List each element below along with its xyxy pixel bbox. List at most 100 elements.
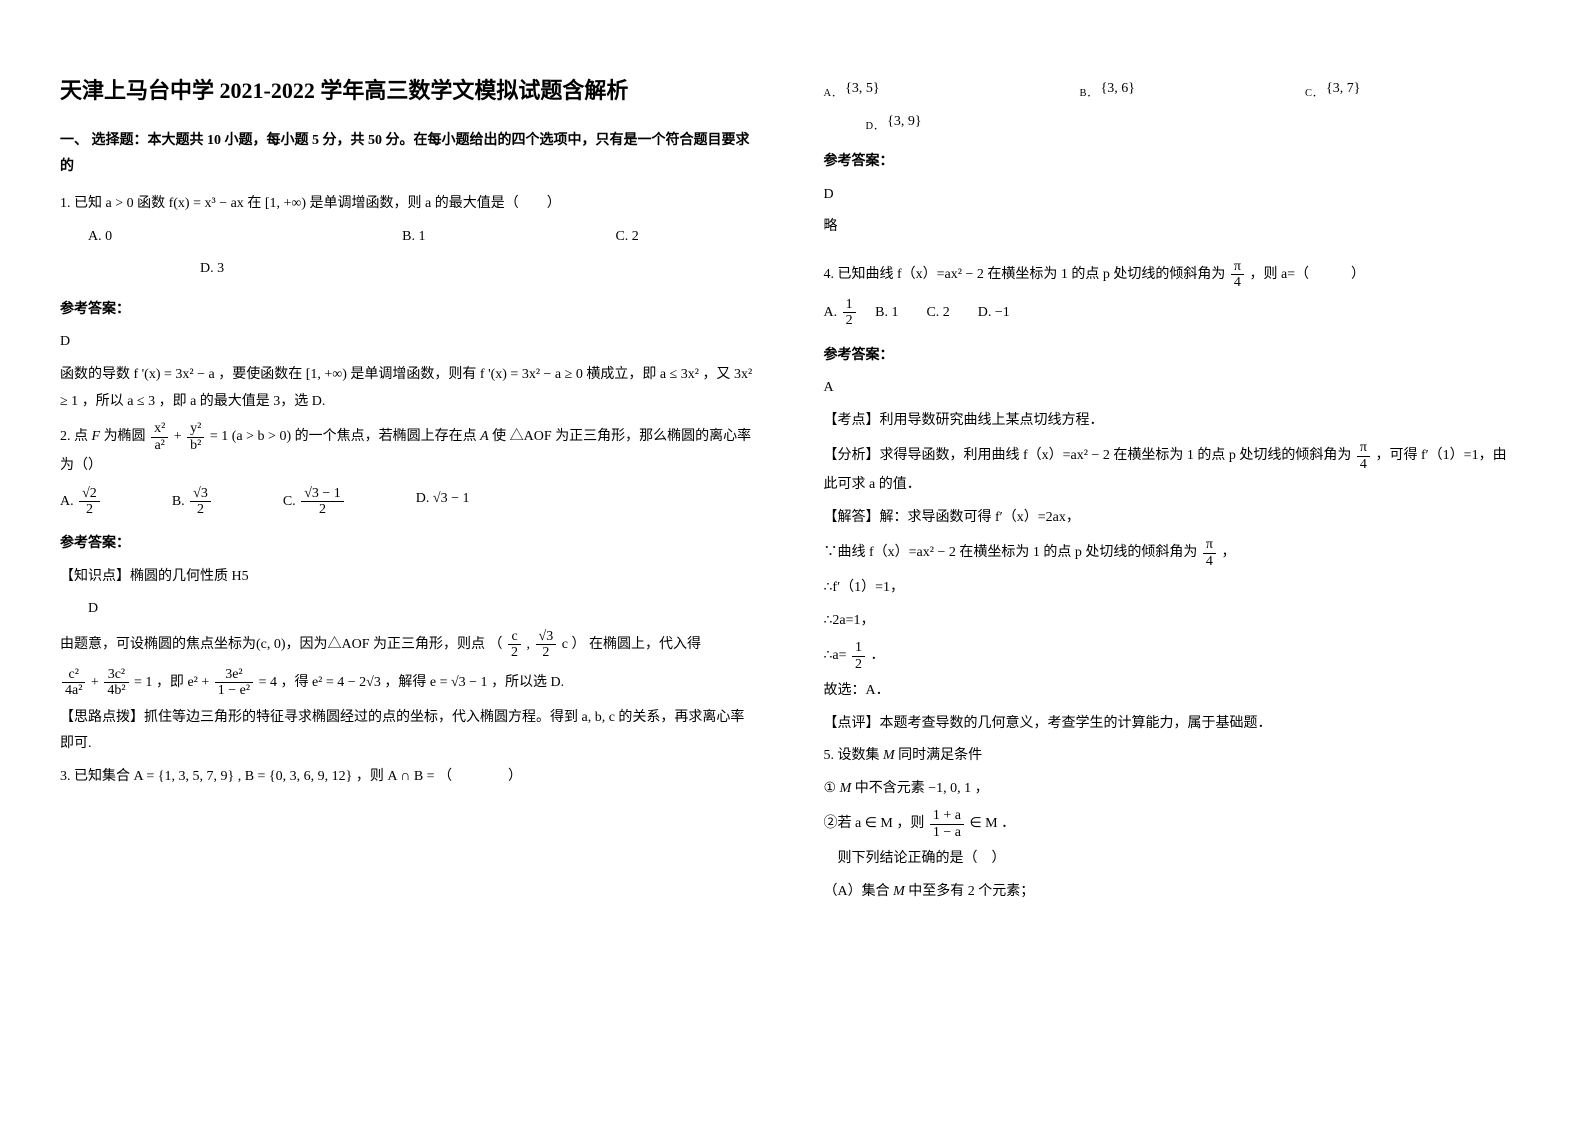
- q1-sol-d: 横成立，即: [586, 367, 660, 382]
- q2-plus1: +: [91, 675, 102, 690]
- q1-optB: B. 1: [402, 224, 425, 251]
- q1-text-b: 函数: [137, 196, 169, 211]
- q5-c1-set: −1, 0, 1: [928, 781, 971, 796]
- q2-optC: C. √3 − 1 2: [283, 486, 346, 518]
- q1-a-le-3x2: a ≤ 3x²: [660, 367, 699, 382]
- q4-options: A. 1 2 B. 1 C. 2 D. −1: [824, 297, 1518, 329]
- q2-optD: D. √3 − 1: [416, 486, 470, 518]
- q3-sol: 略: [824, 214, 1518, 241]
- q3-optB: B． {3, 6}: [1080, 76, 1135, 103]
- q5-text-a: 5. 设数集: [824, 748, 884, 763]
- q2-pt-open: （: [489, 637, 503, 652]
- q3-answer-label: 参考答案：: [824, 149, 1518, 176]
- left-column: 天津上马台中学 2021-2022 学年高三数学文模拟试题含解析 一、 选择题：…: [0, 0, 794, 1122]
- q5-question: 则下列结论正确的是（ ）: [824, 846, 1518, 873]
- q2-text-a: 2. 点: [60, 429, 92, 444]
- q5-c2-a: ②若: [824, 817, 856, 832]
- q3-AcapB: A ∩ B =: [387, 769, 438, 784]
- q4-sol-e-frac: 1 2: [852, 640, 865, 672]
- q2-optD-pre: D.: [416, 491, 433, 506]
- q4-stem: 4. 已知曲线 f（x）=ax² − 2 在横坐标为 1 的点 p 处切线的倾斜…: [824, 259, 1518, 291]
- q1-domain: [1, +∞): [265, 196, 306, 211]
- q4-pi4-cn: π: [1203, 537, 1216, 553]
- q4-analysis: 【分析】求得导函数，利用曲线 f（x）=ax² − 2 在横坐标为 1 的点 p…: [824, 440, 1518, 498]
- q4-sol-b: ，: [1221, 545, 1235, 560]
- q1-optD: D. 3: [200, 261, 224, 276]
- q4-sol-line1: ∵曲线 f（x）=ax² − 2 在横坐标为 1 的点 p 处切线的倾斜角为 π…: [824, 537, 1518, 569]
- q3-optA: A． {3, 5}: [824, 76, 880, 103]
- q3-optA-pre: A．: [824, 88, 842, 99]
- q2-optC-frac: √3 − 1 2: [301, 486, 344, 518]
- q4-optA-frac: 1 2: [843, 297, 856, 329]
- q2-optD-val: √3 − 1: [433, 491, 470, 506]
- q4-answer: A: [824, 375, 1518, 402]
- q1-options-row2: D. 3: [60, 256, 754, 283]
- q1-optA: A. 0: [88, 224, 112, 251]
- q4-sol-e-post: ．: [871, 648, 885, 663]
- q4-optA-pre: A.: [824, 305, 841, 320]
- q3-optA-val: {3, 5}: [845, 81, 879, 96]
- q2-kp: 【知识点】椭圆的几何性质 H5: [60, 564, 754, 591]
- q2-eq1-t1d: 4a²: [62, 683, 85, 698]
- q2-optB: B. √3 2: [172, 486, 213, 518]
- q5-M-2: M: [840, 781, 852, 796]
- q2-pt-close: ）: [571, 637, 585, 652]
- q2-tip: 【思路点拨】抓住等边三角形的特征寻求椭圆经过的点的坐标，代入椭圆方程。得到 a,…: [60, 705, 754, 758]
- q5-text-b: 同时满足条件: [898, 748, 982, 763]
- q4-sol-head: 【解答】解：求导函数可得 f′（x）=2ax，: [824, 505, 1518, 532]
- q2-pt-frac1: c 2: [508, 629, 521, 661]
- q2-optC-num: √3 − 1: [301, 486, 344, 502]
- q2-eq2-n: 3e²: [215, 667, 253, 683]
- q2-pt-sep: ,: [527, 637, 534, 652]
- q4-sol-e-n: 1: [852, 640, 865, 656]
- q1-sol-f: ，所以: [82, 394, 128, 409]
- q3-text-b: ，则: [356, 769, 388, 784]
- section1-heading: 一、 选择题：本大题共 10 小题，每小题 5 分，共 50 分。在每小题给出的…: [60, 128, 754, 181]
- q4-sol-c: ∴f′（1）=1，: [824, 575, 1518, 602]
- q3-optB-pre: B．: [1080, 88, 1098, 99]
- q1-fx: f(x) = x³ − ax: [169, 196, 244, 211]
- q1-optC: C. 2: [615, 224, 638, 251]
- q2-sol-c: ，即: [156, 675, 188, 690]
- q5-c2-n: 1 + a: [930, 808, 964, 824]
- q2-eq1-rhs: = 1: [134, 675, 152, 690]
- q4-pi4: π 4: [1231, 259, 1244, 291]
- q3-stem: 3. 已知集合 A = {1, 3, 5, 7, 9} , B = {0, 3,…: [60, 764, 754, 791]
- q2-tri: △AOF: [510, 429, 552, 444]
- q4-sol-e-pre: ∴a=: [824, 648, 851, 663]
- q4-review: 【点评】本题考查导数的几何意义，考查学生的计算能力，属于基础题．: [824, 711, 1518, 738]
- q3-optD-pre: D．: [866, 120, 884, 131]
- q4-pi4-c: π 4: [1203, 537, 1216, 569]
- q2-solution-line1: 由题意，可设椭圆的焦点坐标为(c, 0)，因为△AOF 为正三角形，则点 （ c…: [60, 629, 754, 661]
- q1-sol-e: ，又: [702, 367, 734, 382]
- q3-optC: C． {3, 7}: [1305, 76, 1360, 103]
- q5-optA: （A）集合 M 中至多有 2 个元素；: [824, 879, 1518, 906]
- q2-text-d: 使: [492, 429, 510, 444]
- q4-pi4-d: 4: [1231, 275, 1244, 290]
- q1-a-gt-0: a > 0: [106, 196, 134, 211]
- q2-eq1-t1n: c²: [62, 667, 85, 683]
- q2-eq1-t2n: 3c²: [104, 667, 128, 683]
- q5-cond2: ②若 a ∈ M ，则 1 + a 1 − a ∈ M ．: [824, 808, 1518, 840]
- q2-eq2-rhs: = 4: [259, 675, 277, 690]
- q2-solution-line2: c² 4a² + 3c² 4b² = 1 ，即 e² + 3e² 1 − e² …: [60, 667, 754, 699]
- q2-answer: D: [60, 596, 754, 623]
- q4-pi4-cd: 4: [1203, 554, 1216, 569]
- q5-c2-b: ，则: [896, 817, 928, 832]
- q1-stem: 1. 已知 a > 0 函数 f(x) = x³ − ax 在 [1, +∞) …: [60, 191, 754, 218]
- q2-pt-d2: 2: [536, 645, 557, 660]
- q2-sol-b: 在椭圆上，代入得: [589, 637, 701, 652]
- q3-answer: D: [824, 182, 1518, 209]
- q4-pi4-bn: π: [1357, 440, 1370, 456]
- q4-text-a: 4. 已知曲线 f（x）=ax² − 2 在横坐标为 1 的点 p 处切线的倾斜…: [824, 267, 1229, 282]
- q4-answer-label: 参考答案：: [824, 343, 1518, 370]
- q5-stem: 5. 设数集 M 同时满足条件: [824, 743, 1518, 770]
- q5-c2-frac: 1 + a 1 − a: [930, 808, 964, 840]
- q2-sol-d: ，得: [280, 675, 312, 690]
- q1-text-a: 1. 已知: [60, 196, 102, 211]
- right-column: A． {3, 5} B． {3, 6} C． {3, 7} D． {3, 9} …: [794, 0, 1587, 1122]
- q2-optB-den: 2: [190, 502, 211, 517]
- q1-text-d: 是单调增函数，则 a 的最大值是（ ）: [310, 196, 561, 211]
- q5-cond1: ① M 中不含元素 −1, 0, 1 ，: [824, 776, 1518, 803]
- q3-optD: D． {3, 9}: [866, 114, 922, 129]
